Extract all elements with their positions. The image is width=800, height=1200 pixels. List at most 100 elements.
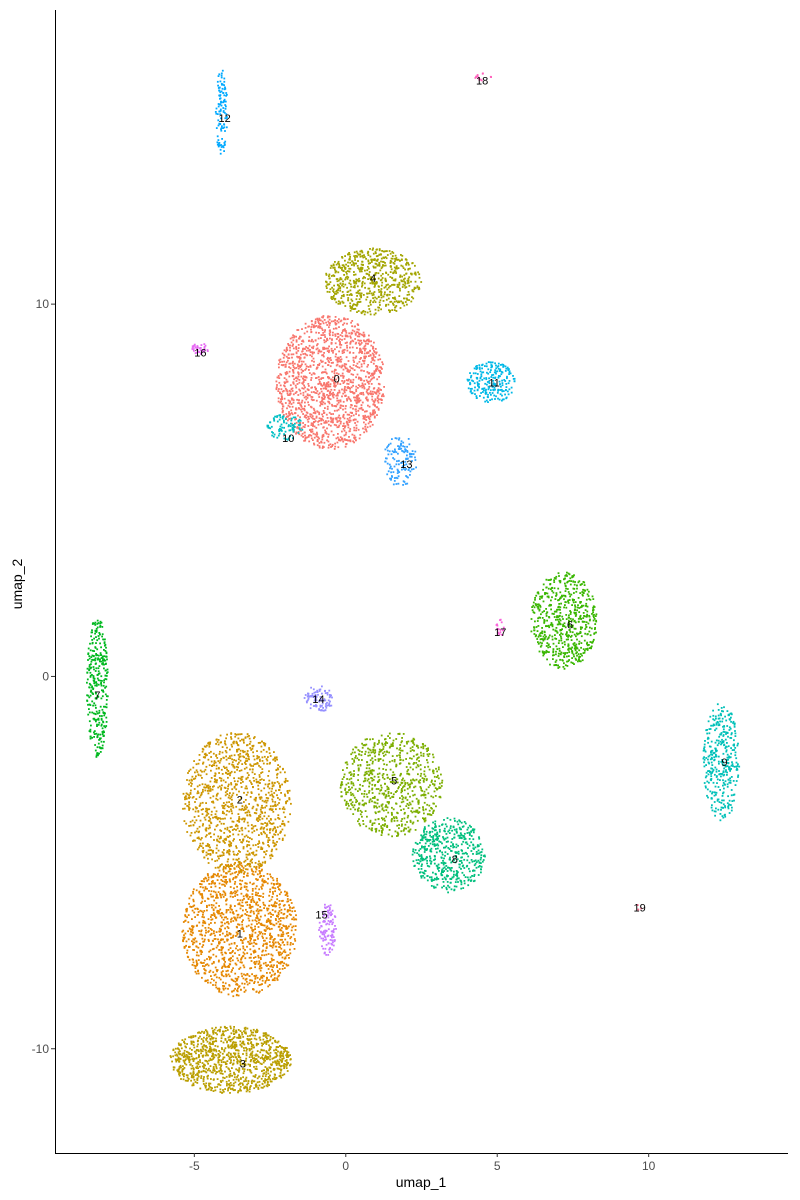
cluster-0-point xyxy=(368,418,371,421)
cluster-1-point xyxy=(270,965,273,968)
cluster-0-point xyxy=(365,398,368,401)
cluster-1-point xyxy=(253,939,255,942)
cluster-1-point xyxy=(256,977,259,979)
cluster-1-point xyxy=(228,963,231,965)
cluster-1-point xyxy=(258,888,261,891)
cluster-0-point xyxy=(322,322,325,325)
cluster-2-point xyxy=(218,837,221,840)
cluster-3-point xyxy=(224,1061,227,1064)
cluster-0-point xyxy=(373,370,376,373)
cluster-1-point xyxy=(260,964,262,967)
cluster-2-point xyxy=(220,768,223,771)
cluster-1-point xyxy=(234,862,236,864)
cluster-1-point xyxy=(230,891,232,893)
cluster-2-point xyxy=(215,743,217,745)
cluster-2-point xyxy=(235,847,238,849)
cluster-0-point xyxy=(342,377,345,379)
cluster-1-point xyxy=(203,959,206,962)
cluster-2-point xyxy=(232,850,235,853)
cluster-2-point xyxy=(214,778,216,781)
cluster-3-point xyxy=(233,1059,235,1062)
cluster-1-point xyxy=(285,927,287,930)
cluster-0-point xyxy=(323,334,326,336)
cluster-3-point xyxy=(286,1050,288,1053)
cluster-0-point xyxy=(308,349,310,352)
cluster-3-point xyxy=(203,1044,206,1046)
cluster-0-point xyxy=(339,334,342,336)
cluster-3-point xyxy=(212,1079,215,1081)
cluster-3-point xyxy=(256,1031,259,1033)
cluster-1-point xyxy=(279,962,282,965)
cluster-2-point xyxy=(257,817,260,819)
cluster-2-point xyxy=(260,833,263,836)
cluster-0-point xyxy=(320,403,323,405)
cluster-3-point xyxy=(273,1049,275,1052)
cluster-1-point xyxy=(239,961,242,964)
cluster-1-point xyxy=(254,931,257,934)
cluster-2-point xyxy=(227,785,229,788)
cluster-1-point xyxy=(234,952,236,955)
cluster-3-point xyxy=(273,1068,276,1071)
cluster-1-point xyxy=(241,940,244,942)
cluster-3-point xyxy=(202,1065,205,1068)
cluster-1-point xyxy=(237,959,240,962)
cluster-2-point xyxy=(256,750,258,752)
cluster-3-point xyxy=(197,1075,200,1078)
cluster-1-point xyxy=(255,960,258,963)
cluster-1-point xyxy=(280,935,283,938)
cluster-2-point xyxy=(225,839,227,841)
cluster-2-point xyxy=(269,755,272,757)
cluster-2-point xyxy=(195,798,198,800)
cluster-3-point xyxy=(206,1077,209,1080)
cluster-1-point xyxy=(267,877,269,880)
cluster-0-point xyxy=(371,398,374,401)
cluster-0-point xyxy=(369,413,372,416)
cluster-2-point xyxy=(239,870,242,873)
cluster-0-point xyxy=(341,437,343,440)
cluster-3-point xyxy=(224,1029,227,1032)
cluster-1-point xyxy=(194,916,196,918)
cluster-1-point xyxy=(181,930,184,933)
cluster-3-point xyxy=(181,1039,184,1041)
cluster-2-point xyxy=(217,849,220,852)
cluster-3-point xyxy=(248,1090,251,1093)
cluster-0-point xyxy=(346,346,348,349)
cluster-1-point xyxy=(239,948,241,951)
cluster-0-point xyxy=(300,375,303,378)
cluster-1-point xyxy=(258,961,261,964)
cluster-0-point xyxy=(300,408,302,411)
cluster-0-point xyxy=(304,401,306,404)
cluster-3-point xyxy=(230,1044,233,1047)
cluster-3-point xyxy=(212,1090,215,1092)
cluster-0-point xyxy=(304,327,307,329)
cluster-3-point xyxy=(195,1057,198,1059)
cluster-2-point xyxy=(223,805,225,807)
cluster-2-point xyxy=(260,848,262,850)
cluster-1-point xyxy=(225,916,227,919)
cluster-1-point xyxy=(282,931,284,934)
cluster-2-point xyxy=(204,828,207,831)
cluster-2-point xyxy=(250,765,253,767)
cluster-3-point xyxy=(200,1038,203,1040)
cluster-2-point xyxy=(276,776,278,779)
cluster-0-point xyxy=(357,409,360,412)
cluster-1-point xyxy=(288,925,290,928)
cluster-3-point xyxy=(205,1067,208,1070)
cluster-1-point xyxy=(206,979,209,982)
cluster-2-point xyxy=(210,836,212,838)
cluster-1-point xyxy=(221,916,223,919)
cluster-1-point xyxy=(257,956,260,959)
cluster-0-point xyxy=(284,371,287,374)
cluster-2-point xyxy=(276,773,278,776)
cluster-1-point xyxy=(269,938,272,940)
cluster-2-point xyxy=(276,781,279,783)
cluster-1-point xyxy=(236,945,238,947)
cluster-0-point xyxy=(294,392,297,394)
cluster-2-point xyxy=(182,807,184,810)
cluster-3-point xyxy=(249,1034,251,1037)
cluster-0-point xyxy=(304,434,306,437)
cluster-1-point xyxy=(286,895,289,897)
cluster-2-point xyxy=(217,739,220,741)
cluster-1-point xyxy=(243,885,246,888)
cluster-0-point xyxy=(318,322,320,325)
